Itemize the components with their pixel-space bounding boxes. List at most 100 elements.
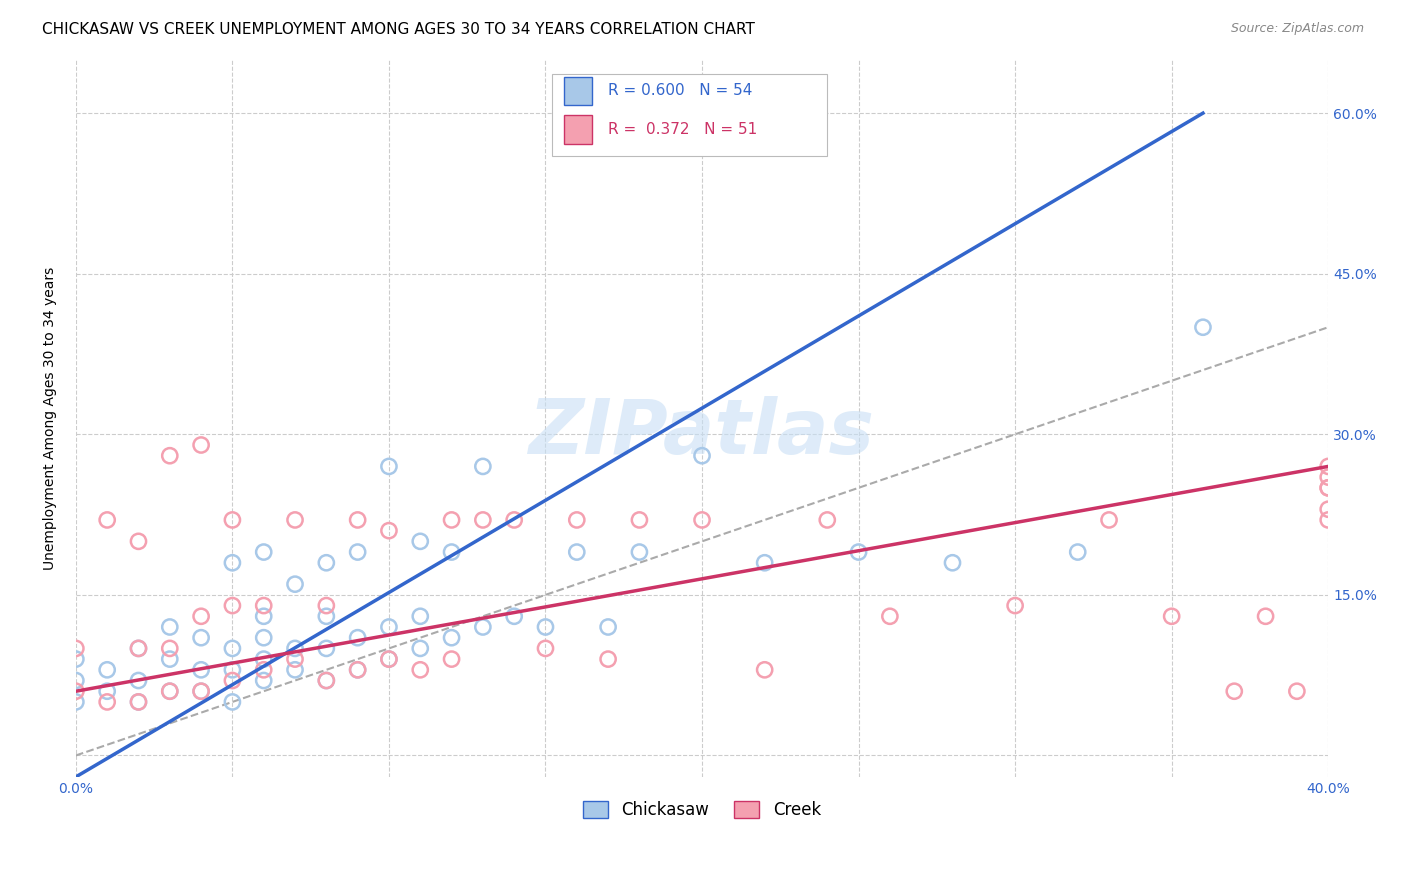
Point: [565, 513, 588, 527]
Point: [96, 684, 118, 698]
Point: [378, 620, 401, 634]
Point: [253, 631, 276, 645]
Point: [1160, 609, 1182, 624]
FancyBboxPatch shape: [551, 74, 827, 156]
Point: [159, 684, 181, 698]
Point: [1254, 609, 1277, 624]
Point: [221, 663, 243, 677]
Point: [253, 652, 276, 666]
Point: [127, 641, 149, 656]
Point: [65, 684, 87, 698]
Point: [65, 641, 87, 656]
Point: [253, 599, 276, 613]
Point: [1317, 502, 1340, 516]
Point: [1223, 684, 1246, 698]
Point: [409, 609, 432, 624]
Point: [65, 673, 87, 688]
Point: [284, 652, 307, 666]
Point: [159, 641, 181, 656]
Point: [190, 631, 212, 645]
Point: [190, 609, 212, 624]
Point: [346, 513, 368, 527]
Point: [1192, 320, 1215, 334]
Point: [1317, 459, 1340, 474]
Point: [1317, 470, 1340, 484]
Text: ZIPatlas: ZIPatlas: [529, 395, 875, 469]
Point: [315, 673, 337, 688]
Point: [378, 652, 401, 666]
Point: [409, 663, 432, 677]
Point: [159, 449, 181, 463]
Point: [1317, 513, 1340, 527]
Point: [315, 556, 337, 570]
Point: [127, 673, 149, 688]
Point: [221, 556, 243, 570]
Point: [96, 663, 118, 677]
FancyBboxPatch shape: [564, 115, 592, 145]
Point: [471, 459, 494, 474]
Point: [159, 620, 181, 634]
Point: [253, 673, 276, 688]
Point: [440, 513, 463, 527]
Point: [471, 620, 494, 634]
Point: [534, 641, 557, 656]
Point: [409, 534, 432, 549]
Point: [221, 599, 243, 613]
Point: [1067, 545, 1090, 559]
Point: [1285, 684, 1308, 698]
Point: [315, 599, 337, 613]
Point: [690, 513, 713, 527]
Point: [440, 652, 463, 666]
Point: [284, 663, 307, 677]
Point: [565, 545, 588, 559]
Point: [190, 438, 212, 452]
Text: Source: ZipAtlas.com: Source: ZipAtlas.com: [1230, 22, 1364, 36]
Point: [378, 524, 401, 538]
Point: [378, 652, 401, 666]
Text: CHICKASAW VS CREEK UNEMPLOYMENT AMONG AGES 30 TO 34 YEARS CORRELATION CHART: CHICKASAW VS CREEK UNEMPLOYMENT AMONG AG…: [42, 22, 755, 37]
Point: [754, 556, 776, 570]
Point: [253, 663, 276, 677]
Legend: Chickasaw, Creek: Chickasaw, Creek: [576, 795, 828, 826]
Point: [127, 695, 149, 709]
Point: [315, 673, 337, 688]
Point: [159, 652, 181, 666]
Point: [284, 641, 307, 656]
Point: [440, 631, 463, 645]
Point: [190, 684, 212, 698]
Point: [628, 513, 651, 527]
Point: [440, 545, 463, 559]
Point: [754, 663, 776, 677]
Point: [127, 695, 149, 709]
Point: [190, 684, 212, 698]
Point: [1004, 599, 1026, 613]
Point: [284, 513, 307, 527]
Point: [598, 620, 620, 634]
Text: R = 0.600   N = 54: R = 0.600 N = 54: [609, 84, 752, 98]
Point: [598, 652, 620, 666]
Point: [628, 545, 651, 559]
Point: [471, 513, 494, 527]
Point: [879, 609, 901, 624]
Point: [534, 620, 557, 634]
Point: [941, 556, 963, 570]
Point: [96, 513, 118, 527]
Point: [284, 577, 307, 591]
Point: [96, 695, 118, 709]
Point: [65, 652, 87, 666]
Point: [127, 534, 149, 549]
Point: [690, 449, 713, 463]
Point: [409, 641, 432, 656]
Point: [127, 641, 149, 656]
Point: [1317, 481, 1340, 495]
Point: [159, 684, 181, 698]
Point: [346, 663, 368, 677]
Point: [503, 513, 526, 527]
Point: [1317, 481, 1340, 495]
Y-axis label: Unemployment Among Ages 30 to 34 years: Unemployment Among Ages 30 to 34 years: [44, 267, 58, 570]
Point: [253, 545, 276, 559]
FancyBboxPatch shape: [564, 77, 592, 105]
Point: [221, 513, 243, 527]
Point: [848, 545, 870, 559]
Point: [815, 513, 838, 527]
